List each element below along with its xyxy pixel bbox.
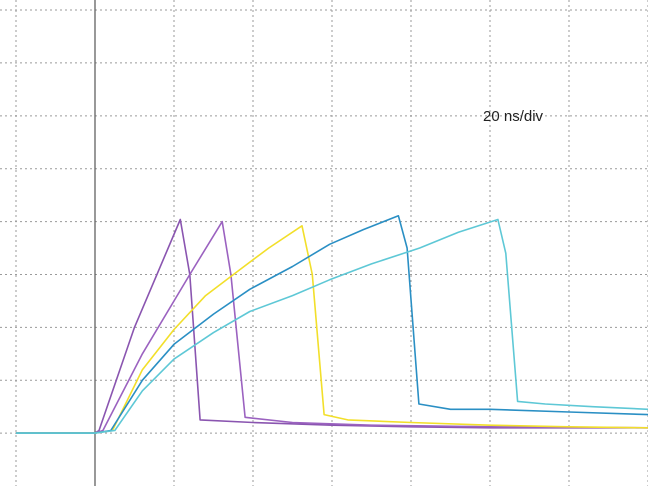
trace: [16, 218, 648, 434]
trace: [16, 225, 648, 434]
trace: [16, 220, 648, 434]
trace: [16, 215, 648, 434]
trace: [16, 218, 648, 434]
annotation: 20 ns/div: [483, 108, 544, 125]
